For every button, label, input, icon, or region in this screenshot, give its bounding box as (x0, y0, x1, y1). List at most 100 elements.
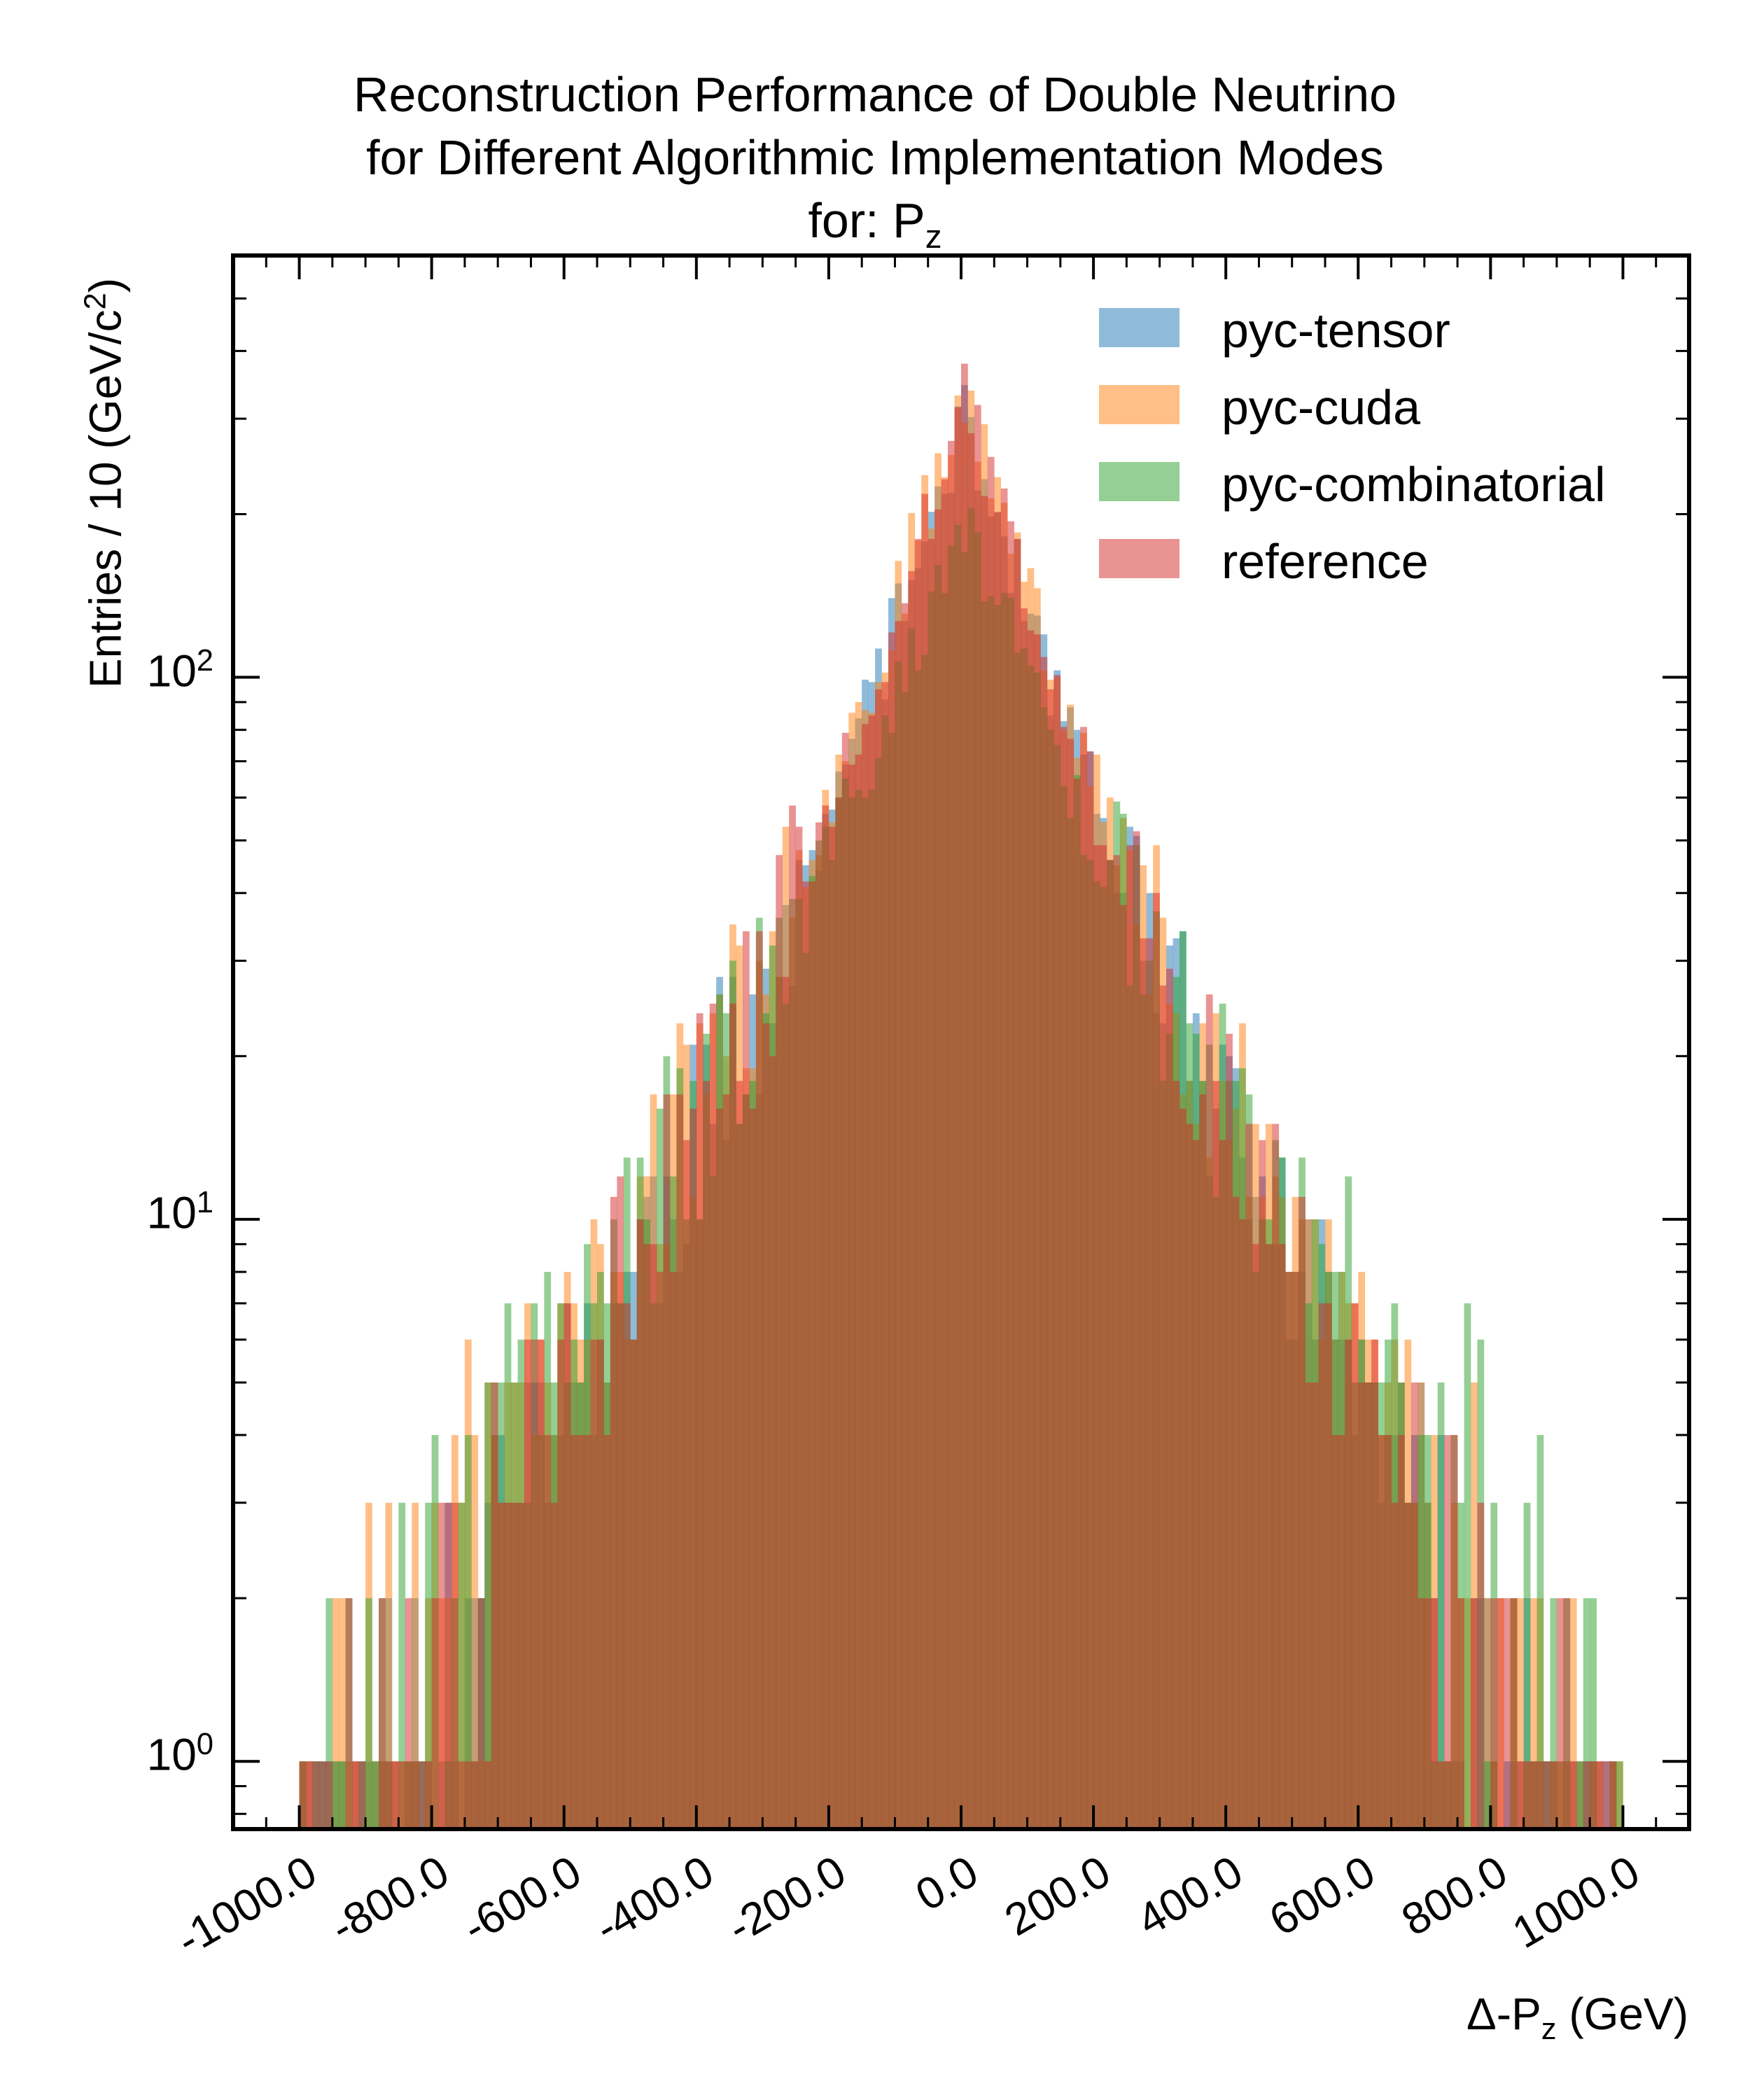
bar-reference (511, 1502, 518, 1829)
bar-reference (358, 1761, 366, 1829)
legend-swatch-pyc-cuda (1099, 385, 1180, 424)
bar-reference (471, 1761, 479, 1829)
bar-reference (630, 1339, 638, 1829)
bar-reference (1239, 1219, 1246, 1829)
bar-reference (657, 1271, 664, 1829)
bar-pyc-cuda (1530, 1598, 1537, 1829)
bar-reference (1358, 1382, 1366, 1829)
bar-reference (749, 1108, 757, 1829)
legend-swatch-pyc-combinatorial (1099, 462, 1180, 501)
bar-reference (1159, 985, 1167, 1829)
bar-reference (769, 1056, 776, 1829)
bar-reference (1504, 1598, 1511, 1829)
bar-reference (1172, 1081, 1180, 1829)
bar-reference (1040, 657, 1048, 1829)
bar-reference (1351, 1303, 1359, 1829)
bar-reference (1060, 727, 1068, 1829)
y-axis-label: Entries / 10 (GeV/c2) (78, 278, 131, 688)
bar-reference (345, 1598, 353, 1829)
bar-reference (868, 715, 876, 1830)
y-tick-exp: 1 (196, 1185, 214, 1219)
bar-reference (914, 538, 922, 1829)
bar-reference (1186, 1124, 1194, 1829)
bar-pyc-cuda (1483, 1598, 1491, 1829)
bar-reference (537, 1339, 545, 1829)
bar-reference (1285, 1271, 1293, 1829)
bar-reference (1067, 738, 1074, 1829)
bar-pyc-combinatorial (1437, 1382, 1445, 1829)
bar-pyc-combinatorial (1576, 1761, 1584, 1829)
bar-pyc-combinatorial (1483, 1761, 1491, 1829)
bar-pyc-combinatorial (1590, 1598, 1597, 1829)
bar-reference (1583, 1761, 1590, 1829)
bar-reference (1027, 630, 1035, 1830)
bar-reference (1590, 1761, 1597, 1829)
histogram-bars (299, 363, 1623, 1830)
bar-reference (464, 1761, 472, 1829)
bar-reference (855, 755, 862, 1829)
bar-reference (1523, 1761, 1531, 1829)
y-tick-exp: 2 (196, 643, 214, 678)
bar-reference (312, 1761, 320, 1829)
bar-reference (1437, 1761, 1445, 1829)
bar-reference (841, 732, 849, 1829)
bar-reference (1080, 727, 1087, 1829)
bar-reference (597, 1339, 604, 1829)
legend-label-pyc-tensor: pyc-tensor (1222, 303, 1450, 358)
bar-reference (1418, 1598, 1425, 1829)
bar-pyc-combinatorial (332, 1761, 340, 1829)
bar-pyc-combinatorial (372, 1761, 379, 1829)
bar-reference (835, 797, 843, 1829)
bar-reference (941, 479, 948, 1829)
bar-reference (1292, 1271, 1299, 1829)
bar-reference (670, 1271, 677, 1829)
bar-reference (352, 1761, 359, 1829)
bar-pyc-cuda (1569, 1598, 1577, 1829)
bar-reference (682, 1140, 690, 1829)
bar-reference (888, 632, 895, 1830)
bar-reference (444, 1502, 452, 1829)
bar-reference (1146, 938, 1154, 1829)
bar-reference (1603, 1761, 1610, 1829)
bar-reference (1364, 1382, 1372, 1829)
bar-reference (1278, 1244, 1286, 1829)
bar-reference (425, 1761, 432, 1829)
bar-reference (1272, 1124, 1280, 1829)
bar-reference (1477, 1502, 1485, 1829)
bar-reference (458, 1761, 465, 1829)
bar-reference (1431, 1598, 1438, 1829)
bar-reference (398, 1761, 406, 1829)
bar-reference (1205, 994, 1213, 1829)
bar-pyc-combinatorial (398, 1502, 406, 1829)
bar-reference (1140, 938, 1147, 1829)
bar-pyc-combinatorial (326, 1598, 333, 1829)
bar-reference (1219, 1140, 1226, 1829)
bar-reference (1556, 1598, 1564, 1829)
bar-reference (517, 1502, 525, 1829)
bar-reference (1398, 1435, 1405, 1829)
y-tick-label: 102 (147, 644, 214, 696)
bar-reference (994, 512, 1002, 1829)
bar-reference (1073, 778, 1081, 1829)
bar-reference (808, 881, 816, 1829)
bar-reference (1424, 1598, 1432, 1829)
bar-reference (1569, 1761, 1577, 1829)
y-tick-base: 10 (146, 645, 197, 696)
bar-reference (379, 1598, 386, 1829)
bar-reference (1305, 1382, 1312, 1829)
bar-reference (1378, 1435, 1385, 1829)
bar-reference (1444, 1435, 1451, 1829)
bar-reference (736, 1081, 743, 1829)
bar-pyc-combinatorial (1616, 1761, 1623, 1829)
bar-reference (1034, 634, 1041, 1829)
bar-reference (1100, 845, 1107, 1829)
bar-reference (1199, 1094, 1207, 1829)
bar-reference (816, 822, 822, 1829)
bar-reference (1232, 1196, 1240, 1829)
bar-reference (1404, 1502, 1412, 1829)
bar-reference (961, 363, 968, 1829)
bar-reference (822, 805, 830, 1829)
bar-reference (1609, 1761, 1617, 1829)
bar-reference (564, 1303, 571, 1829)
